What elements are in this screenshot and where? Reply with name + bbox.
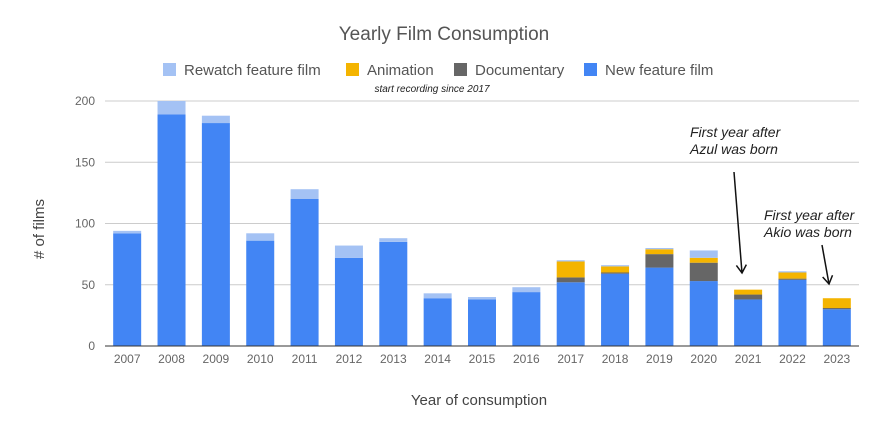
bar-2012-new-feature-film[interactable] xyxy=(334,257,363,346)
legend: Rewatch feature film Animation Documentary… xyxy=(163,62,713,79)
legend-label-animation[interactable]: Animation xyxy=(367,62,434,79)
annotation-arrow-line-2021 xyxy=(733,171,743,274)
bar-2016-rewatch-feature-film[interactable] xyxy=(512,287,541,293)
x-tick-label-2007: 2007 xyxy=(114,352,141,366)
bar-2017-animation[interactable] xyxy=(556,261,585,278)
legend-swatch-new-feature-film[interactable] xyxy=(584,63,597,76)
x-tick-label-2009: 2009 xyxy=(203,352,230,366)
legend-label-new-feature-film[interactable]: New feature film xyxy=(605,62,713,79)
annotation-arrow-head-2023 xyxy=(822,274,834,286)
bar-2022-documentary[interactable] xyxy=(778,278,807,280)
bar-2022-new-feature-film[interactable] xyxy=(778,279,807,346)
bar-2018-rewatch-feature-film[interactable] xyxy=(601,265,630,267)
bar-2020-new-feature-film[interactable] xyxy=(689,281,718,346)
legend-swatch-animation[interactable] xyxy=(346,63,359,76)
legend-swatch-documentary[interactable] xyxy=(454,63,467,76)
annotation-text-2023: First year after Akio was born xyxy=(763,207,856,240)
bar-2011-rewatch-feature-film[interactable] xyxy=(290,189,319,199)
bar-2020-animation[interactable] xyxy=(689,257,718,263)
x-axis-ticks: 2007 2008 2009 2010 2011 2012 2013 2014 2015 2016… xyxy=(114,352,851,366)
x-axis-label: Year of consumption xyxy=(411,392,547,409)
bar-2018-animation[interactable] xyxy=(601,266,630,273)
x-tick-label-2021: 2021 xyxy=(735,352,762,366)
x-tick-label-2014: 2014 xyxy=(424,352,451,366)
x-tick-label-2018: 2018 xyxy=(602,352,629,366)
x-tick-label-2013: 2013 xyxy=(380,352,407,366)
bar-2010-new-feature-film[interactable] xyxy=(246,240,275,346)
x-tick-label-2017: 2017 xyxy=(557,352,584,366)
legend-label-rewatch-feature-film[interactable]: Rewatch feature film xyxy=(184,62,321,79)
legend-swatch-rewatch-feature-film[interactable] xyxy=(163,63,176,76)
bar-2017-documentary[interactable] xyxy=(556,277,585,283)
bar-2021-documentary[interactable] xyxy=(734,294,763,300)
bar-2019-documentary[interactable] xyxy=(645,254,674,268)
x-tick-label-2016: 2016 xyxy=(513,352,540,366)
bar-2019-rewatch-feature-film[interactable] xyxy=(645,248,674,250)
bar-2015-rewatch-feature-film[interactable] xyxy=(468,297,496,300)
bar-2017-new-feature-film[interactable] xyxy=(556,282,585,346)
x-tick-label-2011: 2011 xyxy=(292,352,318,366)
annotation-text-2021: First year after Azul was born xyxy=(689,124,782,157)
y-tick-label-200: 200 xyxy=(75,94,95,108)
bar-2023-new-feature-film[interactable] xyxy=(822,309,851,346)
bar-2011-new-feature-film[interactable] xyxy=(290,199,319,346)
x-tick-label-2012: 2012 xyxy=(336,352,363,366)
y-tick-label-150: 150 xyxy=(75,155,95,169)
bar-2019-animation[interactable] xyxy=(645,249,674,255)
bar-2022-rewatch-feature-film[interactable] xyxy=(778,271,807,273)
bar-2012-rewatch-feature-film[interactable] xyxy=(334,245,363,258)
bar-2010-rewatch-feature-film[interactable] xyxy=(246,233,275,241)
bar-2008-new-feature-film[interactable] xyxy=(157,114,186,346)
annotation-arrow-line-2023 xyxy=(821,244,830,285)
bar-2013-rewatch-feature-film[interactable] xyxy=(379,238,408,242)
bar-2007-new-feature-film[interactable] xyxy=(113,233,142,346)
chart-subtitle-note: start recording since 2017 xyxy=(374,84,490,95)
bar-2013-new-feature-film[interactable] xyxy=(379,241,408,346)
annotations: First year after Azul was born First year … xyxy=(689,124,856,286)
bar-2016-new-feature-film[interactable] xyxy=(512,292,541,346)
bar-2021-new-feature-film[interactable] xyxy=(734,299,763,346)
legend-label-documentary[interactable]: Documentary xyxy=(475,62,565,79)
bar-2019-new-feature-film[interactable] xyxy=(645,267,674,346)
bar-2020-documentary[interactable] xyxy=(689,262,718,282)
bar-2017-rewatch-feature-film[interactable] xyxy=(556,260,585,262)
bar-2018-new-feature-film[interactable] xyxy=(601,273,630,346)
bar-2014-new-feature-film[interactable] xyxy=(423,298,452,346)
x-tick-label-2023: 2023 xyxy=(823,352,850,366)
x-tick-label-2010: 2010 xyxy=(247,352,274,366)
bar-2007-rewatch-feature-film[interactable] xyxy=(113,230,142,234)
annotation-arrow-head-2021 xyxy=(735,264,748,275)
x-tick-label-2019: 2019 xyxy=(646,352,673,366)
x-tick-label-2020: 2020 xyxy=(690,352,717,366)
gridlines xyxy=(105,100,859,286)
bar-2021-animation[interactable] xyxy=(734,289,763,295)
chart-title: Yearly Film Consumption xyxy=(339,24,550,45)
bar-2014-rewatch-feature-film[interactable] xyxy=(423,293,452,299)
y-tick-label-100: 100 xyxy=(75,217,95,231)
y-tick-label-0: 0 xyxy=(88,339,95,353)
bars xyxy=(113,101,851,346)
x-tick-label-2015: 2015 xyxy=(469,352,496,366)
bar-2022-animation[interactable] xyxy=(778,272,807,279)
bar-2009-rewatch-feature-film[interactable] xyxy=(201,115,230,124)
bar-2015-new-feature-film[interactable] xyxy=(468,299,496,346)
bar-2008-rewatch-feature-film[interactable] xyxy=(157,101,186,115)
bar-2023-documentary[interactable] xyxy=(822,308,851,310)
bar-2009-new-feature-film[interactable] xyxy=(201,123,230,346)
y-axis-ticks: 0 50 100 150 200 xyxy=(75,94,95,353)
bar-2020-rewatch-feature-film[interactable] xyxy=(689,250,718,258)
y-axis-label: # of films xyxy=(31,199,48,259)
bar-2018-documentary[interactable] xyxy=(601,272,630,274)
x-tick-label-2022: 2022 xyxy=(779,352,806,366)
x-tick-label-2008: 2008 xyxy=(158,352,185,366)
bar-2023-animation[interactable] xyxy=(822,298,851,309)
y-tick-label-50: 50 xyxy=(82,278,96,292)
